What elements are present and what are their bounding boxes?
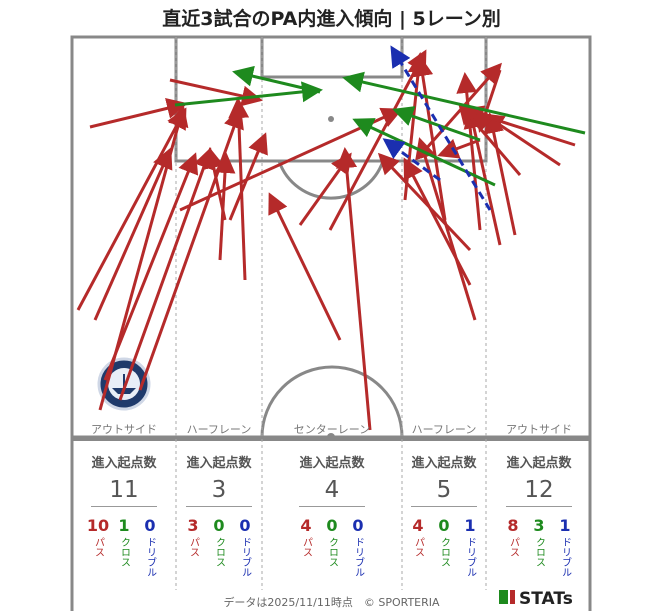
dribble-label: ドリブル (464, 537, 476, 577)
stat-label: 進入起点数 (506, 456, 572, 471)
cross-label: クロス (438, 537, 450, 567)
pass-arrow (412, 55, 447, 221)
dribble-label: ドリブル (239, 537, 251, 577)
footer-credit: データは2025/11/11時点 © SPORTERIA (223, 596, 440, 609)
dribble-arrow (382, 138, 441, 182)
pass-arrow (93, 147, 173, 321)
stat-total: 3 (211, 477, 227, 503)
cross-arrow (352, 118, 496, 187)
cross-label: クロス (533, 537, 545, 567)
pass-count: 8 (507, 516, 519, 535)
pass-arrow (437, 138, 481, 159)
pass-arrow (298, 152, 352, 226)
stat-label: 進入起点数 (299, 456, 365, 471)
pass-arrow (458, 102, 522, 176)
club-logo (97, 357, 151, 411)
dribble-count: 0 (144, 516, 156, 535)
stat-label: 進入起点数 (91, 456, 157, 471)
dribble-arrow (390, 45, 492, 211)
pass-arrow (89, 98, 188, 129)
pass-arrow (76, 107, 187, 311)
dribble-label: ドリブル (559, 537, 571, 577)
pass-arrow (463, 107, 502, 246)
dribble-label: ドリブル (352, 537, 364, 577)
stat-total: 11 (109, 477, 139, 503)
cross-label: クロス (213, 537, 225, 567)
cross-arrow (342, 71, 586, 135)
lane-stats-4: 進入起点数 5 4 パス 0 クロス 1 ドリブル (402, 452, 486, 577)
pass-label: パス (300, 537, 312, 557)
dribble-count: 0 (352, 516, 364, 535)
cross-arrow (392, 106, 481, 142)
cross-count: 3 (533, 516, 545, 535)
pass-count: 4 (300, 516, 312, 535)
pass-arrow (403, 157, 472, 286)
dribble-count: 1 (559, 516, 571, 535)
stat-total: 4 (324, 477, 340, 503)
lane-stats-2: 進入起点数 3 3 パス 0 クロス 0 ドリブル (176, 452, 262, 577)
stat-total: 12 (524, 477, 554, 503)
pass-arrow (118, 147, 214, 401)
pass-arrow (423, 62, 502, 151)
pass-label: パス (412, 537, 424, 557)
dribble-label: ドリブル (144, 537, 156, 577)
pass-label: パス (187, 537, 199, 557)
lane-stats-5: 進入起点数 12 8 パス 3 クロス 1 ドリブル (492, 452, 586, 577)
lane-label-5: アウトサイド (506, 423, 572, 436)
pitch-lines (70, 35, 592, 439)
pass-arrow (214, 152, 236, 261)
lane-stats-1: 進入起点数 11 10 パス 1 クロス 0 ドリブル (78, 452, 170, 577)
cross-arrow (232, 65, 321, 94)
cross-count: 1 (118, 516, 130, 535)
lane-stats-3: 進入起点数 4 4 パス 0 クロス 0 ドリブル (262, 452, 402, 577)
pass-label: パス (92, 537, 104, 557)
pass-arrow (482, 113, 561, 167)
cross-label: クロス (118, 537, 130, 567)
pass-count: 4 (412, 516, 424, 535)
cross-arrow (174, 81, 323, 107)
pass-arrow (268, 192, 342, 341)
stat-label: 進入起点数 (411, 456, 477, 471)
cross-count: 0 (326, 516, 338, 535)
dribble-count: 1 (464, 516, 476, 535)
cross-count: 0 (438, 516, 450, 535)
lane-label-4: ハーフレーン (411, 423, 477, 436)
stat-total: 5 (436, 477, 452, 503)
lane-label-1: アウトサイド (91, 423, 157, 436)
pass-count: 10 (86, 516, 110, 535)
pass-arrow (328, 49, 427, 231)
cross-label: クロス (326, 537, 338, 567)
dribble-count: 0 (239, 516, 251, 535)
pass-arrow (138, 107, 244, 391)
pass-label: パス (507, 537, 519, 557)
pass-count: 3 (187, 516, 199, 535)
pass-arrow (377, 152, 472, 252)
lane-label-3: センターレーン (293, 423, 371, 436)
brand-logo: STATs (499, 589, 573, 609)
arrow-layer (76, 45, 586, 431)
chart-title: 直近3試合のPA内進入傾向 | 5レーン別 (162, 8, 501, 30)
pass-arrow (103, 152, 199, 381)
pass-arrow (483, 112, 517, 236)
pass-arrow (228, 132, 268, 221)
stat-label: 進入起点数 (186, 456, 252, 471)
pass-arrow (415, 137, 477, 321)
brand-text: STATs (519, 589, 573, 609)
lane-label-2: ハーフレーン (186, 423, 252, 436)
cross-count: 0 (213, 516, 225, 535)
